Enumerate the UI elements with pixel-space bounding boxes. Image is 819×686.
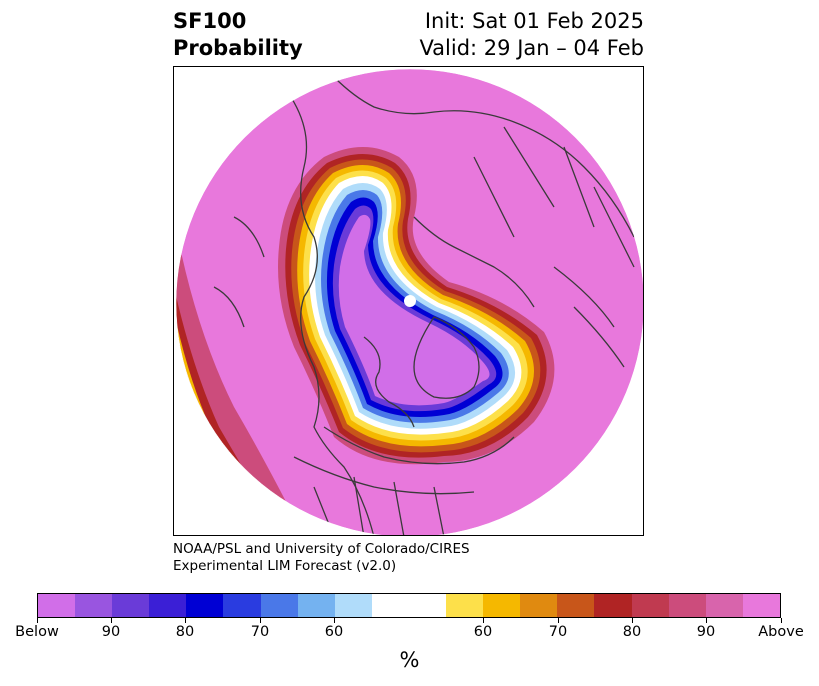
colorbar-segment	[594, 594, 632, 617]
colorbar-tick-mark	[259, 618, 261, 623]
valid-range: Valid: 29 Jan – 04 Feb	[419, 36, 644, 60]
colorbar-tick-mark	[780, 618, 782, 623]
probability-map	[175, 68, 643, 535]
anomaly-lobe	[278, 147, 555, 465]
map-title: SF100	[173, 9, 247, 33]
init-date: Init: Sat 01 Feb 2025	[424, 9, 644, 33]
map-subtitle: Probability	[173, 36, 303, 60]
credit-line-1: NOAA/PSL and University of Colorado/CIRE…	[173, 541, 470, 557]
colorbar-segment	[186, 594, 224, 617]
colorbar-tick-label: 60	[324, 624, 344, 640]
colorbar-segment	[149, 594, 187, 617]
colorbar-tick-label: 80	[622, 624, 642, 640]
colorbar-units: %	[399, 648, 420, 672]
pole-gap	[404, 295, 416, 307]
colorbar-segment	[223, 594, 261, 617]
colorbar-segment	[520, 594, 558, 617]
colorbar-segment	[742, 594, 780, 617]
colorbar-segment	[705, 594, 743, 617]
colorbar-tick-label: 70	[548, 624, 568, 640]
colorbar-tick-mark	[557, 618, 559, 623]
colorbar-tick-label: 90	[101, 624, 121, 640]
probability-colorbar	[37, 593, 781, 618]
colorbar-segment	[446, 594, 484, 617]
colorbar-segment	[334, 594, 372, 617]
colorbar-tick-mark	[110, 618, 112, 623]
polar-map-panel	[173, 66, 644, 536]
colorbar-tick-label: Below	[15, 624, 59, 640]
band-below-high	[338, 214, 490, 406]
colorbar-tick-label: Above	[758, 624, 804, 640]
colorbar-tick-mark	[631, 618, 633, 623]
colorbar-segment	[557, 594, 595, 617]
colorbar-segment	[297, 594, 335, 617]
colorbar-tick-mark	[333, 618, 335, 623]
colorbar-tick-mark	[36, 618, 38, 623]
colorbar-tick-mark	[482, 618, 484, 623]
colorbar-segment	[112, 594, 150, 617]
coastlines	[213, 76, 635, 535]
colorbar-tick-label: 90	[696, 624, 716, 640]
colorbar-tick-label: 80	[175, 624, 195, 640]
colorbar-segment	[408, 594, 447, 617]
colorbar-segment	[371, 594, 409, 617]
colorbar-segment	[483, 594, 521, 617]
colorbar-segment	[38, 594, 76, 617]
colorbar-tick-mark	[705, 618, 707, 623]
credit-block: NOAA/PSL and University of Colorado/CIRE…	[173, 541, 470, 575]
colorbar-tick-labels: Below 90 80 70 60 60 70 80 90 Above	[0, 624, 819, 644]
title-right-block: Init: Sat 01 Feb 2025 Valid: 29 Jan – 04…	[419, 8, 644, 62]
colorbar-segment	[668, 594, 706, 617]
title-left-block: SF100 Probability	[173, 8, 303, 62]
colorbar-tick-mark	[184, 618, 186, 623]
colorbar-tickmarks	[0, 618, 819, 623]
colorbar-tick-label: 60	[473, 624, 493, 640]
credit-line-2: Experimental LIM Forecast (v2.0)	[173, 558, 397, 574]
colorbar-segment	[75, 594, 113, 617]
colorbar-segment	[631, 594, 669, 617]
colorbar-tick-label: 70	[250, 624, 270, 640]
colorbar-segment	[260, 594, 298, 617]
